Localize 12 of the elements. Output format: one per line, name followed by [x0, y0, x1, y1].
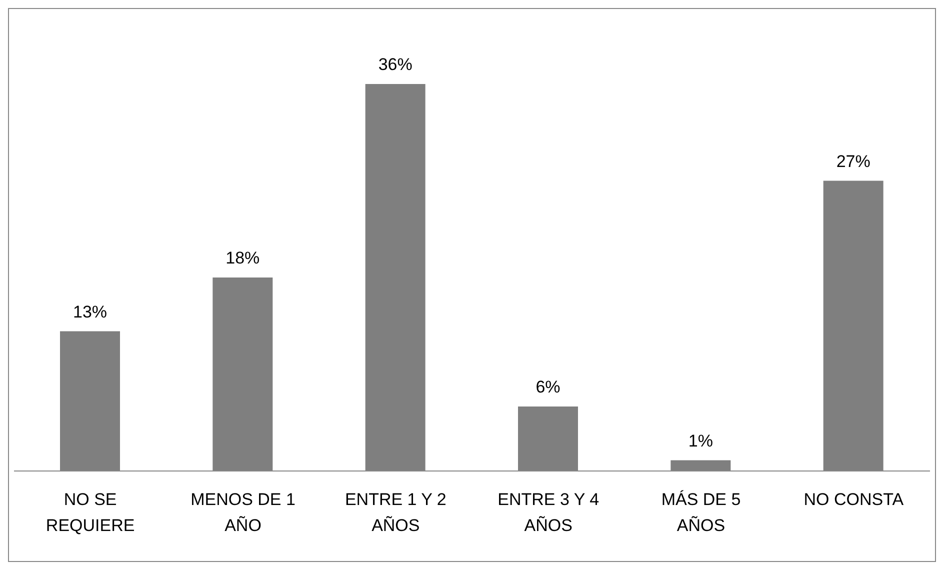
x-tick-label: MÁS DE 5 AÑOS — [661, 490, 741, 536]
data-label: 36% — [378, 55, 412, 74]
x-tick-label: NO SE REQUIERE — [46, 490, 135, 536]
x-tick-label: ENTRE 3 Y 4 AÑOS — [498, 490, 600, 536]
data-label: 13% — [72, 302, 108, 322]
data-label: 27% — [836, 152, 870, 171]
x-tick-label: NO CONSTA — [804, 490, 904, 510]
x-tick-label: MENOS DE 1 AÑO — [190, 490, 296, 536]
data-label: 1% — [688, 431, 713, 450]
data-label: 6% — [536, 378, 560, 396]
data-label: 18% — [226, 248, 260, 268]
x-tick-label: ENTRE 1 Y 2 AÑOS — [344, 490, 446, 536]
